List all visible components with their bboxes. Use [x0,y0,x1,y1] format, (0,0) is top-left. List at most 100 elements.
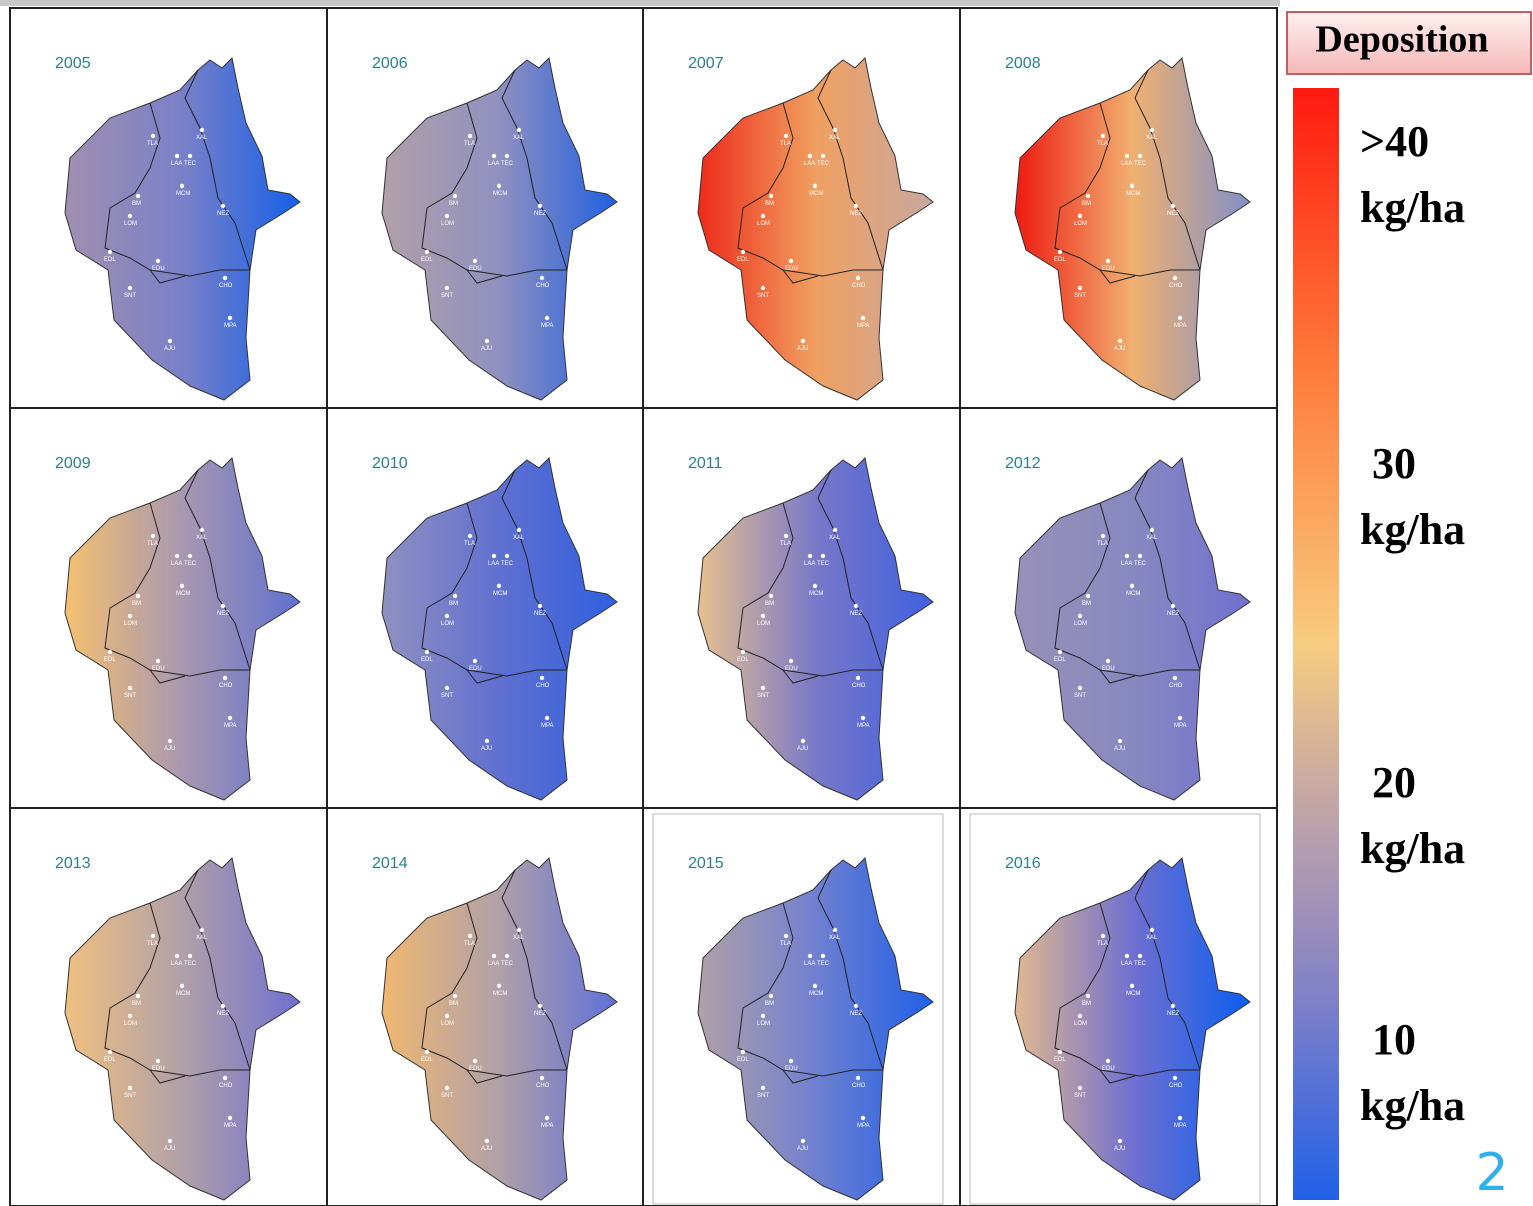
station-dot [228,316,232,320]
station-dot [445,286,449,290]
station-label: TEC [501,161,514,167]
station-label: EDL [421,1057,433,1063]
station-label: TLA [147,541,158,547]
station-label: SNT [124,1093,136,1099]
legend-labels: >40kg/ha30kg/ha20kg/ha10kg/ha [1360,117,1465,1130]
station-label: EDL [421,257,433,263]
station-label: LAA [804,161,815,167]
station-label: EDL [737,657,749,663]
station-label: EDU [785,266,798,272]
station-label: TEC [817,961,830,967]
station-dot [545,316,549,320]
station-dot [813,184,817,188]
station-dot [1058,1050,1062,1054]
station-dot [108,250,112,254]
year-label: 2009 [55,455,91,472]
figure: TLAXALLAATECBMMCMLOMNEZEDLEDUSNTCHOMPAAJ… [0,0,1533,1206]
station-label: XAL [829,135,841,141]
station-label: LAA [488,561,499,567]
station-label: SNT [757,1093,769,1099]
station-label: XAL [1146,135,1158,141]
station-label: EDU [785,1066,798,1072]
year-label: 2011 [688,455,723,472]
station-dot [808,554,812,558]
station-dot [538,204,542,208]
station-dot [425,1050,429,1054]
station-label: CHO [219,1083,233,1089]
station-label: AJU [164,746,175,752]
station-label: TEC [1134,161,1147,167]
station-label: EDU [785,666,798,672]
station-label: SNT [1074,293,1086,299]
station-label: LAA [804,561,815,567]
station-label: MPA [541,723,554,729]
station-label: EDL [737,257,749,263]
station-label: NEZ [217,1011,229,1017]
station-dot [761,1086,765,1090]
station-dot [1173,276,1177,280]
station-label: NEZ [1167,611,1179,617]
station-label: AJU [1114,746,1125,752]
station-dot [517,128,521,132]
station-dot [789,659,793,663]
station-dot [151,534,155,538]
station-label: MPA [857,323,870,329]
station-label: TEC [1134,961,1147,967]
year-label: 2012 [1005,455,1041,472]
station-dot [156,1059,160,1063]
station-label: LAA [488,961,499,967]
station-label: MCM [809,991,823,997]
station-label: LAA [488,161,499,167]
station-dot [1086,194,1090,198]
station-label: TLA [780,141,791,147]
station-label: SNT [124,293,136,299]
station-dot [473,659,477,663]
station-dot [821,554,825,558]
station-label: EDL [104,657,116,663]
station-dot [168,339,172,343]
station-dot [1118,739,1122,743]
legend-value: 20 [1372,758,1416,807]
year-label: 2007 [688,55,724,72]
year-label: 2013 [55,855,91,872]
station-label: SNT [757,293,769,299]
station-label: CHO [536,283,550,289]
station-dot [1101,534,1105,538]
station-dot [223,676,227,680]
page-number: 2 [1475,1143,1508,1203]
station-dot [1171,604,1175,608]
station-label: SNT [441,293,453,299]
station-dot [540,1076,544,1080]
station-dot [517,928,521,932]
station-dot [180,584,184,588]
station-label: AJU [164,1146,175,1152]
station-label: BM [132,201,141,207]
station-dot [492,954,496,958]
station-dot [175,954,179,958]
station-dot [445,1014,449,1018]
station-label: MCM [493,191,507,197]
station-dot [538,1004,542,1008]
station-dot [221,1004,225,1008]
station-dot [156,259,160,263]
station-label: LOM [124,621,137,627]
station-dot [453,594,457,598]
station-label: TEC [1134,561,1147,567]
station-label: CHO [852,283,866,289]
station-dot [761,286,765,290]
station-label: MCM [1126,991,1140,997]
year-label: 2015 [688,855,724,872]
station-label: LOM [757,221,770,227]
color-bar [1293,88,1339,1200]
station-dot [128,1014,132,1018]
station-dot [545,1116,549,1120]
station-dot [1178,716,1182,720]
station-label: MCM [809,591,823,597]
station-label: TEC [501,561,514,567]
station-dot [200,528,204,532]
station-label: AJU [481,746,492,752]
station-dot [485,739,489,743]
station-label: BM [765,201,774,207]
